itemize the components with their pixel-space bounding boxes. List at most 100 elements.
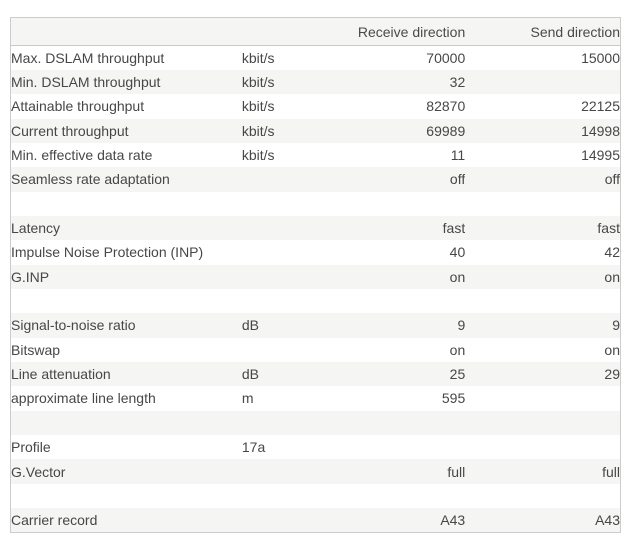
- table-row: Bitswap on on: [10, 337, 621, 362]
- table-row: [10, 483, 621, 509]
- cell-receive: fast: [442, 220, 466, 237]
- cell-receive: on: [449, 341, 466, 358]
- dsl-information-table: Receive direction Send direction Max. DS…: [10, 17, 621, 533]
- cell-label: Min. DSLAM throughput: [11, 74, 161, 91]
- cell-receive: [302, 435, 465, 459]
- dsl-information-panel: Receive direction Send direction Max. DS…: [10, 17, 621, 533]
- cell-send: fast: [597, 220, 620, 237]
- cell-send: 42: [604, 244, 620, 261]
- cell-unit: [242, 411, 302, 435]
- table-row: [10, 410, 621, 435]
- table-row: Max. DSLAM throughput kbit/s 70000 15000: [10, 45, 621, 70]
- cell-label: Impulse Noise Protection (INP): [11, 244, 204, 261]
- cell-send: [465, 386, 620, 410]
- cell-receive: on: [449, 268, 466, 285]
- cell-label: [11, 484, 242, 508]
- cell-send: 9: [612, 317, 620, 334]
- cell-send: 14998: [581, 122, 620, 139]
- cell-send: [465, 289, 620, 313]
- header-unit: [241, 17, 302, 46]
- cell-receive: 70000: [426, 49, 466, 66]
- cell-receive: off: [449, 171, 466, 188]
- table-header: Receive direction Send direction: [10, 17, 621, 46]
- cell-unit: [242, 459, 302, 483]
- table-row: Min. DSLAM throughput kbit/s 32: [10, 69, 621, 95]
- cell-unit: [242, 265, 302, 289]
- cell-unit: m: [241, 390, 254, 407]
- cell-receive: 11: [450, 147, 466, 164]
- cell-label: Bitswap: [11, 341, 61, 358]
- table-row: Profile 17a: [10, 435, 621, 460]
- cell-receive: [302, 484, 465, 508]
- cell-label: [11, 192, 242, 216]
- table-row: Attainable throughput kbit/s 82870 22125: [10, 94, 621, 119]
- cell-send: 14995: [581, 147, 620, 164]
- table-row: G.INP on on: [10, 264, 621, 289]
- header-row: Receive direction Send direction: [10, 17, 621, 46]
- cell-unit: dB: [241, 317, 259, 334]
- cell-unit: kbit/s: [241, 122, 275, 139]
- cell-receive: 40: [449, 244, 466, 261]
- cell-send: on: [604, 341, 620, 358]
- cell-label: G.Vector: [11, 463, 66, 480]
- cell-label: Profile: [11, 439, 51, 456]
- cell-send: [465, 435, 620, 459]
- cell-send: A43: [595, 511, 620, 528]
- cell-unit: [242, 192, 302, 216]
- cell-unit: [242, 240, 302, 264]
- cell-label: Seamless rate adaptation: [11, 171, 170, 188]
- cell-label: Signal-to-noise ratio: [11, 317, 136, 334]
- cell-unit: [242, 484, 302, 508]
- cell-label: Current throughput: [11, 122, 129, 139]
- cell-unit: kbit/s: [241, 49, 275, 66]
- cell-unit: [242, 289, 302, 313]
- table-row: [10, 191, 621, 216]
- cell-label: Latency: [11, 220, 61, 237]
- cell-send: on: [604, 268, 620, 285]
- cell-unit: kbit/s: [241, 98, 275, 115]
- table-row: G.Vector full full: [10, 459, 621, 484]
- table-body: Max. DSLAM throughput kbit/s 70000 15000…: [10, 45, 621, 533]
- table-row: Current throughput kbit/s 69989 14998: [10, 118, 621, 143]
- cell-label: [11, 289, 242, 313]
- table-row: Carrier record A43 A43: [10, 508, 621, 533]
- table-row: Impulse Noise Protection (INP) 40 42: [10, 240, 621, 265]
- header-parameter: [10, 17, 242, 46]
- cell-send: [465, 70, 620, 94]
- cell-label: approximate line length: [11, 390, 156, 407]
- cell-unit: kbit/s: [241, 147, 275, 164]
- cell-send: off: [604, 171, 620, 188]
- cell-unit: [242, 167, 302, 191]
- cell-receive: full: [447, 463, 466, 480]
- cell-send: 22125: [581, 98, 620, 115]
- cell-send: full: [602, 463, 620, 480]
- cell-label: [11, 411, 242, 435]
- table-row: Line attenuation dB 25 29: [10, 361, 621, 387]
- cell-send: 29: [604, 366, 620, 383]
- cell-unit: 17a: [241, 439, 266, 456]
- cell-receive: 9: [457, 317, 466, 334]
- table-row: Latency fast fast: [10, 215, 621, 241]
- cell-unit: dB: [241, 366, 259, 383]
- cell-receive: 82870: [426, 98, 466, 115]
- cell-send: 15000: [581, 49, 620, 66]
- table-row: Seamless rate adaptation off off: [10, 167, 621, 192]
- cell-receive: 69989: [426, 122, 466, 139]
- table-row: Min. effective data rate kbit/s 11 14995: [10, 142, 621, 168]
- cell-label: Max. DSLAM throughput: [11, 49, 165, 66]
- cell-label: Carrier record: [11, 511, 98, 528]
- cell-label: Line attenuation: [11, 366, 111, 383]
- cell-receive: [302, 411, 465, 435]
- header-send-direction: Send direction: [465, 17, 621, 46]
- table-row: Signal-to-noise ratio dB 9 9: [10, 313, 621, 338]
- cell-label: G.INP: [11, 268, 50, 285]
- cell-receive: 595: [441, 390, 466, 407]
- table-row: approximate line length m 595: [10, 386, 621, 411]
- cell-send: [465, 484, 620, 508]
- cell-receive: 25: [449, 366, 466, 383]
- cell-label: Min. effective data rate: [11, 147, 153, 164]
- cell-unit: [242, 216, 302, 240]
- cell-receive: [302, 289, 465, 313]
- cell-receive: [302, 192, 465, 216]
- cell-receive: A43: [440, 511, 466, 528]
